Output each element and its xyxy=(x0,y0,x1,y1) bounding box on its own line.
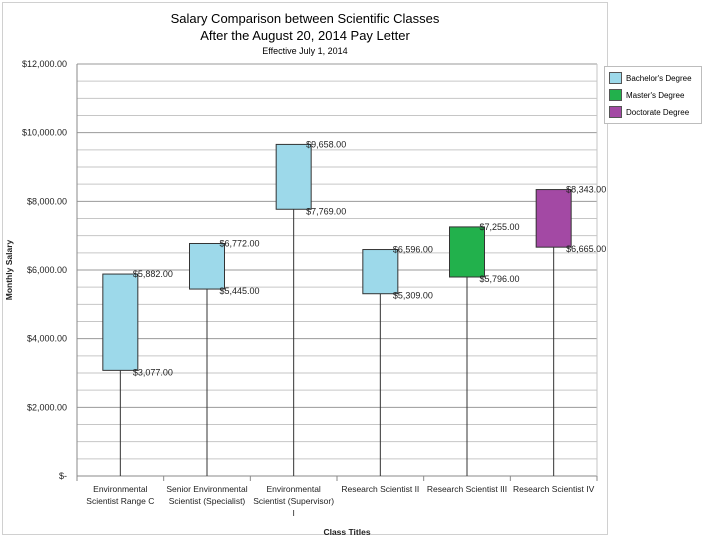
low-value-label: $6,665.00 xyxy=(566,244,606,254)
low-value-label: $7,769.00 xyxy=(306,206,346,216)
legend-swatch xyxy=(609,106,622,118)
salary-range-bar xyxy=(535,189,572,248)
x-tick-label: Scientist (Specialist) xyxy=(169,496,246,506)
chart-title-line-1: Salary Comparison between Scientific Cla… xyxy=(170,11,440,26)
x-tick-label: Research Scientist II xyxy=(341,484,419,494)
low-value-label: $3,077.00 xyxy=(133,367,173,377)
y-tick-label: $4,000.00 xyxy=(27,334,67,344)
salary-range-bar xyxy=(189,242,225,290)
salary-range-bar xyxy=(449,226,485,278)
high-value-label: $5,882.00 xyxy=(133,269,173,279)
low-value-label: $5,309.00 xyxy=(393,291,433,301)
high-value-label: $6,772.00 xyxy=(220,238,260,248)
salary-range-bar xyxy=(362,249,399,295)
y-tick-label: $8,000.00 xyxy=(27,196,67,206)
legend-label: Bachelor's Degree xyxy=(626,73,692,83)
legend-swatch xyxy=(609,72,622,84)
legend-swatch xyxy=(609,89,622,101)
y-tick-label: $6,000.00 xyxy=(27,265,67,275)
x-tick-label: Scientist (Supervisor) xyxy=(253,496,334,506)
legend-label: Doctorate Degree xyxy=(626,107,690,117)
chart-title: Salary Comparison between Scientific Cla… xyxy=(0,10,610,44)
chart-subtitle: Effective July 1, 2014 xyxy=(262,46,348,56)
chart-title-line-2: After the August 20, 2014 Pay Letter xyxy=(200,28,410,43)
legend-item: Master's Degree xyxy=(609,88,684,102)
x-tick-label: Environmental xyxy=(93,484,147,494)
high-value-label: $6,596.00 xyxy=(393,245,433,255)
high-value-label: $8,343.00 xyxy=(566,185,606,195)
x-tick-label: Senior Environmental xyxy=(166,484,247,494)
high-value-label: $9,658.00 xyxy=(306,139,346,149)
x-tick-label: I xyxy=(292,508,294,518)
low-value-label: $5,796.00 xyxy=(480,274,520,284)
x-tick-label: Research Scientist IV xyxy=(513,484,595,494)
y-axis-title: Monthly Salary xyxy=(4,240,14,301)
x-tick-label: Research Scientist III xyxy=(427,484,507,494)
chart-border xyxy=(2,2,608,535)
legend-item: Bachelor's Degree xyxy=(609,71,692,85)
y-tick-label: $12,000.00 xyxy=(22,59,67,69)
x-axis-title: Class Titles xyxy=(323,527,370,537)
legend: Bachelor's Degree Master's Degree Doctorat… xyxy=(604,66,702,124)
legend-label: Master's Degree xyxy=(626,90,685,100)
salary-range-bar xyxy=(275,143,312,210)
x-tick-label: Environmental xyxy=(266,484,320,494)
y-tick-label: $2,000.00 xyxy=(27,402,67,412)
salary-range-bar xyxy=(102,273,139,371)
y-tick-label: $10,000.00 xyxy=(22,128,67,138)
x-tick-label: Scientist Range C xyxy=(86,496,154,506)
y-tick-label: $- xyxy=(59,471,67,481)
low-value-label: $5,445.00 xyxy=(220,286,260,296)
legend-item: Doctorate Degree xyxy=(609,105,689,119)
high-value-label: $7,255.00 xyxy=(480,222,520,232)
